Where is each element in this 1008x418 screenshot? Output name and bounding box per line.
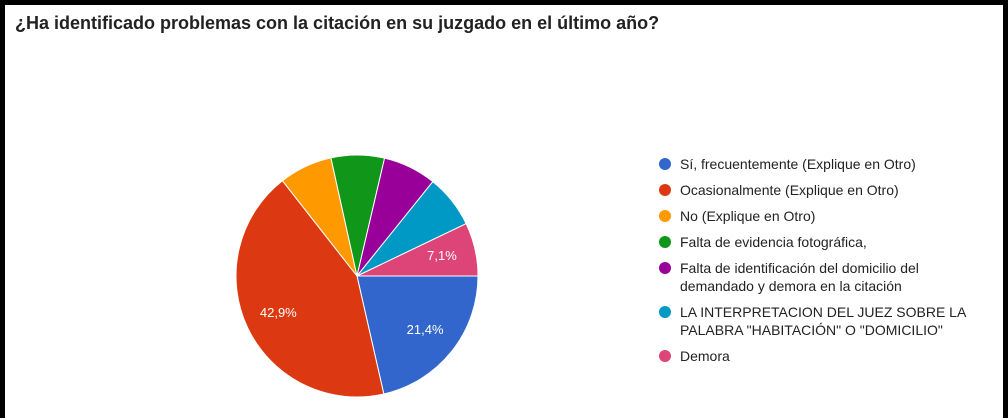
legend-label: Falta de identificación del domicilio de… bbox=[680, 260, 919, 294]
slice-label: 7,1% bbox=[427, 248, 457, 263]
pie-area: 21,4% 42,9% 7,1% bbox=[235, 154, 479, 398]
chart-title: ¿Ha identificado problemas con la citaci… bbox=[15, 13, 660, 33]
legend-swatch bbox=[659, 236, 671, 248]
legend-item: Falta de identificación del domicilio de… bbox=[659, 259, 979, 295]
pie-slice bbox=[356, 275, 479, 395]
legend-item: No (Explique en Otro) bbox=[659, 207, 979, 225]
slice-label: 42,9% bbox=[260, 305, 297, 320]
legend-label: LA INTERPRETACION DEL JUEZ SOBRE LA PALA… bbox=[680, 304, 966, 338]
slice-label: 21,4% bbox=[407, 322, 444, 337]
legend-label: Sí, frecuentemente (Explique en Otro) bbox=[680, 156, 916, 172]
legend-swatch bbox=[659, 210, 671, 222]
legend-label: Demora bbox=[680, 348, 730, 364]
legend-item: Falta de evidencia fotográfica, bbox=[659, 233, 979, 251]
legend-item: Sí, frecuentemente (Explique en Otro) bbox=[659, 155, 979, 173]
legend: Sí, frecuentemente (Explique en Otro) Oca… bbox=[659, 155, 979, 373]
legend-swatch bbox=[659, 306, 671, 318]
legend-swatch bbox=[659, 184, 671, 196]
legend-label: No (Explique en Otro) bbox=[680, 208, 816, 224]
pie-slice bbox=[235, 180, 385, 398]
legend-swatch bbox=[659, 158, 671, 170]
pie-slice bbox=[356, 223, 479, 277]
legend-item: Demora bbox=[659, 347, 979, 365]
legend-swatch bbox=[659, 350, 671, 362]
legend-label: Falta de evidencia fotográfica, bbox=[680, 234, 867, 250]
legend-label: Ocasionalmente (Explique en Otro) bbox=[680, 182, 899, 198]
legend-swatch bbox=[659, 262, 671, 274]
legend-item: LA INTERPRETACION DEL JUEZ SOBRE LA PALA… bbox=[659, 303, 979, 339]
legend-item: Ocasionalmente (Explique en Otro) bbox=[659, 181, 979, 199]
